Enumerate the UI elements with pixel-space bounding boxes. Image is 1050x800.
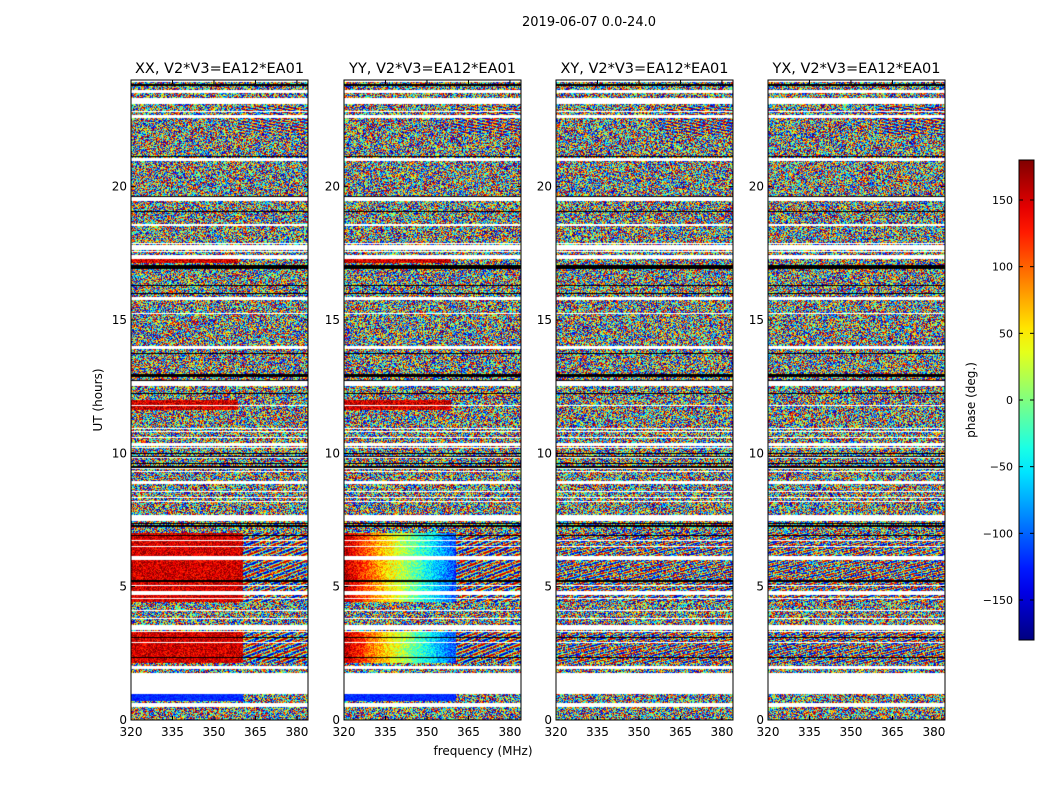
x-tick-label: 365 [669,725,692,739]
panel-title-xx: XX, V2*V3=EA12*EA01 [135,61,304,77]
heatmap-image-xx [131,80,308,720]
y-tick-label: 20 [749,180,764,194]
x-tick-label: 365 [457,725,480,739]
panel-xx: XX, V2*V3=EA12*EA01 320 335 350 365 380 0 5 10 15… [112,61,309,739]
panel-frame [555,79,734,721]
y-tick-label: 20 [537,180,552,194]
panel-title-xy: XY, V2*V3=EA12*EA01 [560,61,728,77]
heatmap-image-yy [344,80,521,720]
colorbar-tick-label: −100 [983,527,1013,540]
panel-frame [130,79,309,721]
colorbar-tick-label: −150 [983,594,1013,607]
y-tick-label: 0 [544,713,552,727]
x-tick-label: 320 [757,725,780,739]
x-tick-label: 350 [416,725,439,739]
x-tick-label: 350 [840,725,863,739]
y-tick-label: 15 [112,313,127,327]
panel-frame [767,79,946,721]
colorbar-tick-label: 0 [1006,394,1013,407]
x-tick-label: 350 [628,725,651,739]
y-tick-label: 20 [325,180,340,194]
y-tick-label: 10 [537,446,552,460]
x-tick-label: 350 [203,725,226,739]
y-tick-label: 0 [119,713,127,727]
y-axis-label: UT (hours) [91,368,105,431]
colorbar: 150 100 50 0 −50 −100 −150 [983,159,1035,641]
y-tick-label: 0 [332,713,340,727]
colorbar-label: phase (deg.) [964,362,978,438]
y-tick-label: 10 [325,446,340,460]
y-tick-label: 15 [325,313,340,327]
x-tick-label: 380 [710,725,733,739]
panel-title-yx: YX, V2*V3=EA12*EA01 [771,61,940,77]
y-tick-label: 10 [112,446,127,460]
y-tick-label: 10 [749,446,764,460]
panel-frame [343,79,522,721]
figure-suptitle: 2019-06-07 0.0-24.0 [522,15,656,30]
panel-yx: YX, V2*V3=EA12*EA01 320 335 350 365 380 0 5 10 15… [749,61,946,739]
colorbar-tick-label: −50 [990,461,1013,474]
colorbar-tick-label: 50 [999,327,1013,340]
colorbar-tick-label: 150 [992,194,1013,207]
x-tick-label: 380 [498,725,521,739]
x-tick-label: 335 [798,725,821,739]
panel-yy: YY, V2*V3=EA12*EA01 320 335 350 365 380 0 5 10 15… [325,61,522,739]
colorbar-tick-label: 100 [992,261,1013,274]
y-tick-label: 15 [537,313,552,327]
x-tick-label: 365 [881,725,904,739]
y-tick-label: 20 [112,180,127,194]
panel-title-yy: YY, V2*V3=EA12*EA01 [348,61,516,77]
heatmap-image-xy [556,80,733,720]
x-tick-label: 365 [244,725,267,739]
x-tick-label: 320 [545,725,568,739]
x-tick-label: 380 [285,725,308,739]
heatmap-image-yx [768,80,945,720]
x-tick-label: 335 [586,725,609,739]
x-tick-label: 335 [374,725,397,739]
y-tick-label: 15 [749,313,764,327]
x-tick-label: 380 [922,725,945,739]
y-tick-label: 5 [756,580,764,594]
x-tick-label: 320 [333,725,356,739]
y-tick-label: 5 [119,580,127,594]
y-tick-label: 5 [332,580,340,594]
y-tick-label: 0 [756,713,764,727]
x-tick-label: 335 [161,725,184,739]
x-tick-label: 320 [120,725,143,739]
panel-xy: XY, V2*V3=EA12*EA01 320 335 350 365 380 0 5 10 15… [537,61,734,739]
panels: XX, V2*V3=EA12*EA01 320 335 350 365 380 0 5 10 15… [112,61,946,739]
y-tick-label: 5 [544,580,552,594]
x-axis-label: frequency (MHz) [433,744,532,758]
